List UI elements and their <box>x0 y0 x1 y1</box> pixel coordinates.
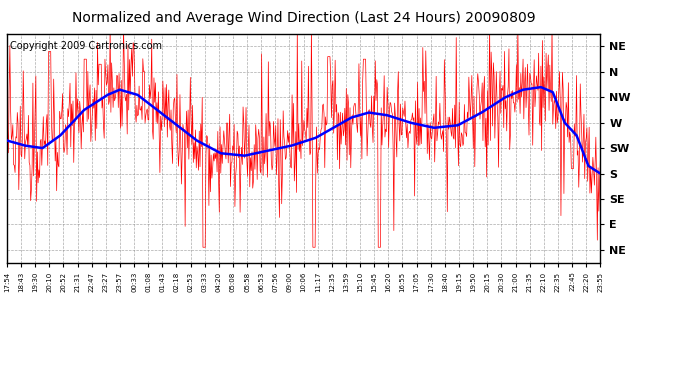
Text: Copyright 2009 Cartronics.com: Copyright 2009 Cartronics.com <box>10 40 162 51</box>
Text: Normalized and Average Wind Direction (Last 24 Hours) 20090809: Normalized and Average Wind Direction (L… <box>72 11 535 25</box>
